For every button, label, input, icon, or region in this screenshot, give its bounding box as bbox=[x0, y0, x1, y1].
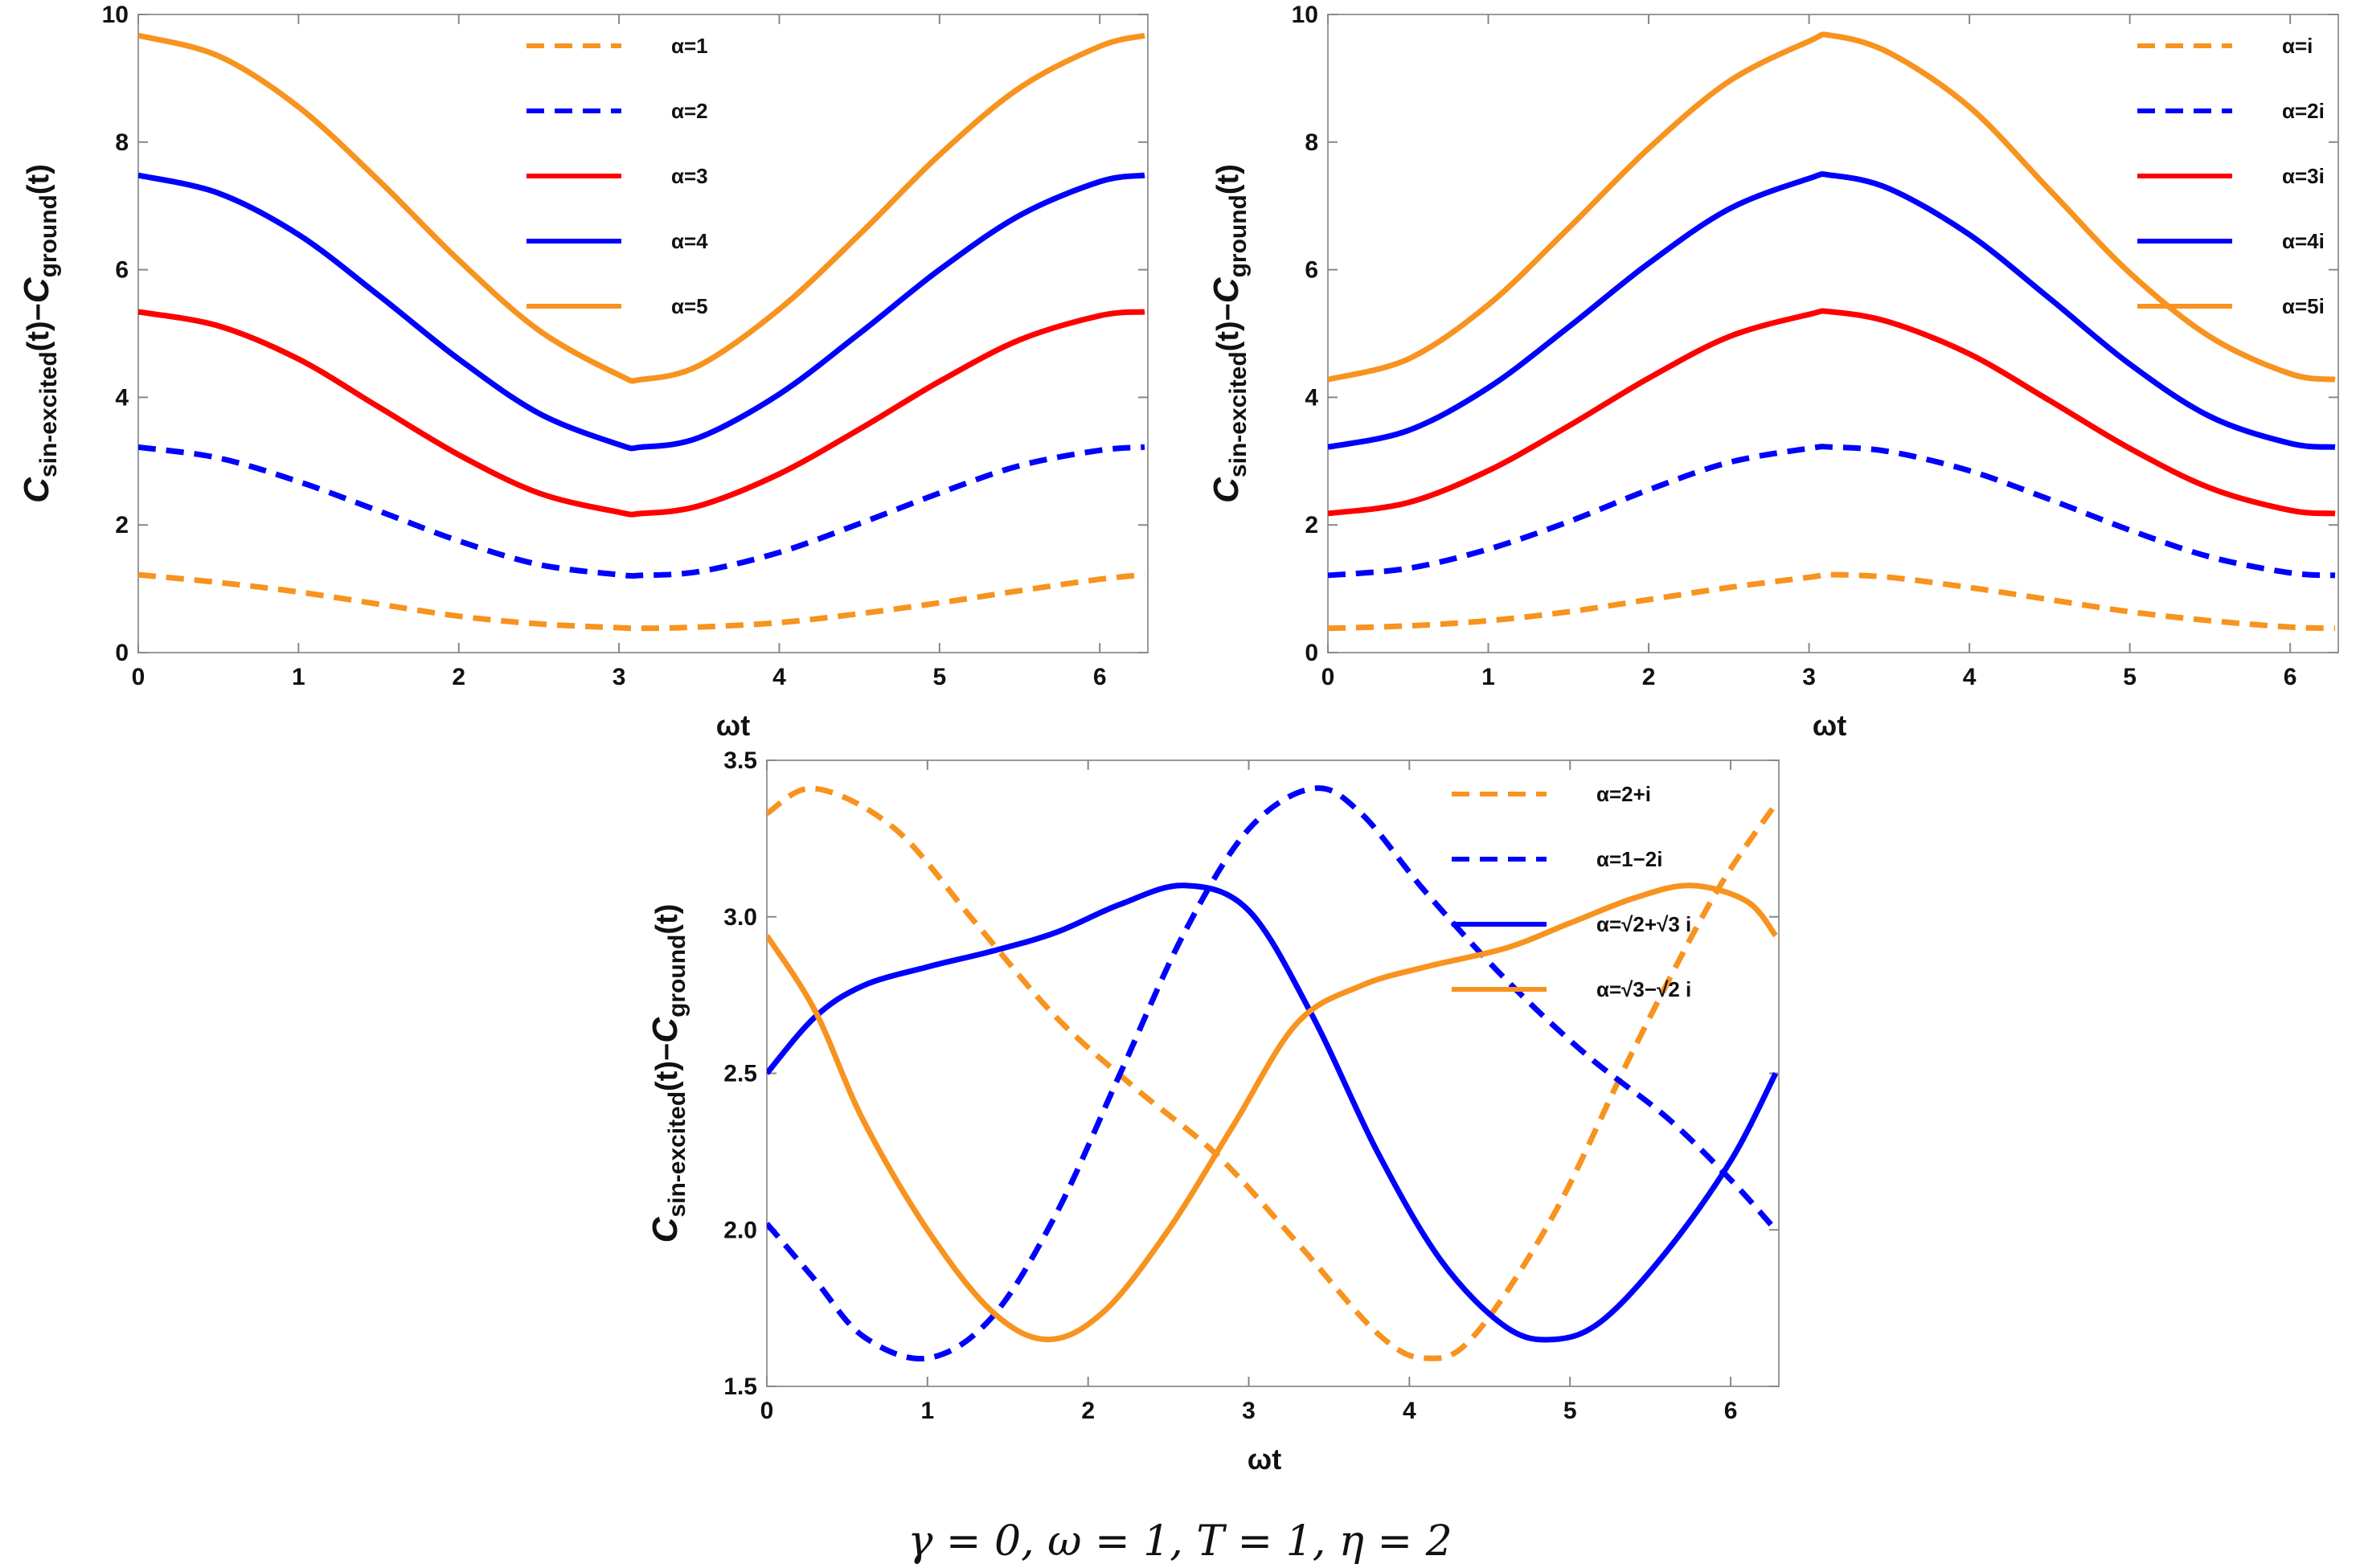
series-line-2 bbox=[767, 785, 1778, 1362]
legend-label: α=2i bbox=[2282, 99, 2325, 123]
x-tick-label: 1 bbox=[292, 664, 305, 690]
y-tick-label: 10 bbox=[102, 2, 129, 28]
x-tick-label: 6 bbox=[1724, 1398, 1738, 1424]
legend-label: α=2 bbox=[671, 99, 708, 123]
x-tick-label: 5 bbox=[2123, 664, 2137, 690]
x-tick-label: 4 bbox=[1963, 664, 1977, 690]
y-tick-label: 2 bbox=[1305, 512, 1318, 538]
x-tick-label: 1 bbox=[1481, 664, 1495, 690]
y-axis-label: Csin-excited(t)−Cground(t) bbox=[17, 164, 62, 503]
y-tick-label: 10 bbox=[1292, 2, 1318, 28]
y-tick-label: 2.5 bbox=[723, 1061, 757, 1087]
y-tick-label: 2.0 bbox=[723, 1217, 757, 1243]
legend-label: α=5i bbox=[2282, 294, 2325, 318]
y-tick-label: 4 bbox=[115, 384, 129, 411]
series-line-1 bbox=[138, 571, 1145, 632]
x-tick-label: 5 bbox=[932, 664, 946, 690]
legend-label: α=2+i bbox=[1596, 782, 1651, 806]
legend-label: α=4 bbox=[671, 229, 708, 253]
series-line-1 bbox=[767, 785, 1778, 1361]
legend-label: α=√2+√3 i bbox=[1596, 912, 1691, 936]
y-tick-label: 0 bbox=[1305, 640, 1318, 666]
y-tick-label: 8 bbox=[1305, 129, 1318, 156]
series-line-5 bbox=[1328, 31, 2336, 383]
x-axis-label: ωt bbox=[716, 709, 750, 742]
x-tick-label: 3 bbox=[1802, 664, 1816, 690]
chart-1: 0 1 2 3 4 5 6 0 2 4 6 8 10 ωt Csin-excited(t)−Cground(… bbox=[17, 2, 1149, 742]
y-tick-label: 4 bbox=[1305, 384, 1318, 411]
x-tick-label: 1 bbox=[920, 1398, 934, 1424]
series-line-2 bbox=[138, 444, 1145, 579]
x-tick-label: 2 bbox=[452, 664, 465, 690]
chart-3: 0 1 2 3 4 5 6 1.5 2.0 2.5 3.0 3.5 ωt Csin-excited(t)−… bbox=[645, 747, 1780, 1476]
x-tick-label: 4 bbox=[1403, 1398, 1416, 1424]
y-tick-label: 6 bbox=[1305, 257, 1318, 284]
y-axis-label: Csin-excited(t)−Cground(t) bbox=[645, 904, 690, 1243]
series-line-3 bbox=[138, 309, 1145, 518]
y-axis-label: Csin-excited(t)−Cground(t) bbox=[1207, 164, 1252, 503]
caption: γ = 0, ω = 1, T = 1, η = 2 bbox=[908, 1517, 1452, 1566]
legend-label: α=√3−√2 i bbox=[1596, 977, 1691, 1001]
legend-label: α=1−2i bbox=[1596, 847, 1663, 871]
legend-label: α=3i bbox=[2282, 164, 2325, 188]
legend-label: α=3 bbox=[671, 164, 708, 188]
x-tick-label: 4 bbox=[772, 664, 786, 690]
y-tick-label: 3.0 bbox=[723, 904, 757, 931]
legend-label: α=i bbox=[2282, 34, 2313, 58]
x-axis-label: ωt bbox=[1248, 1443, 1281, 1476]
y-tick-label: 1.5 bbox=[723, 1374, 757, 1400]
y-tick-label: 2 bbox=[115, 512, 129, 538]
y-tick-label: 8 bbox=[115, 129, 129, 156]
x-tick-label: 6 bbox=[2284, 664, 2297, 690]
x-tick-label: 2 bbox=[1081, 1398, 1095, 1424]
plot-frame bbox=[137, 14, 1149, 653]
legend-label: α=1 bbox=[671, 34, 708, 58]
plot-frame bbox=[1327, 14, 2339, 653]
series-line-1 bbox=[1328, 571, 2336, 632]
series-line-4 bbox=[1328, 171, 2336, 450]
series-line-3 bbox=[767, 882, 1779, 1343]
x-tick-label: 0 bbox=[1321, 664, 1335, 690]
x-axis-label: ωt bbox=[1813, 709, 1846, 742]
x-tick-label: 0 bbox=[132, 664, 145, 690]
y-tick-label: 3.5 bbox=[723, 747, 757, 774]
x-tick-label: 6 bbox=[1093, 664, 1107, 690]
series-line-4 bbox=[767, 882, 1778, 1343]
x-tick-label: 2 bbox=[1642, 664, 1656, 690]
x-tick-label: 3 bbox=[613, 664, 626, 690]
series-line-5 bbox=[138, 32, 1145, 384]
x-tick-label: 0 bbox=[760, 1398, 774, 1424]
series-line-4 bbox=[138, 172, 1145, 452]
y-tick-label: 0 bbox=[115, 640, 129, 666]
legend-label: α=4i bbox=[2282, 229, 2325, 253]
chart-2: 0 1 2 3 4 5 6 0 2 4 6 8 10 ωt Csin-excited(t)−Cground(… bbox=[1207, 2, 2339, 742]
x-tick-label: 5 bbox=[1563, 1398, 1577, 1424]
x-tick-label: 3 bbox=[1242, 1398, 1256, 1424]
legend-label: α=5 bbox=[671, 294, 708, 318]
y-tick-label: 6 bbox=[115, 257, 129, 284]
series-line-3 bbox=[1328, 308, 2336, 517]
series-line-2 bbox=[1328, 444, 2336, 579]
